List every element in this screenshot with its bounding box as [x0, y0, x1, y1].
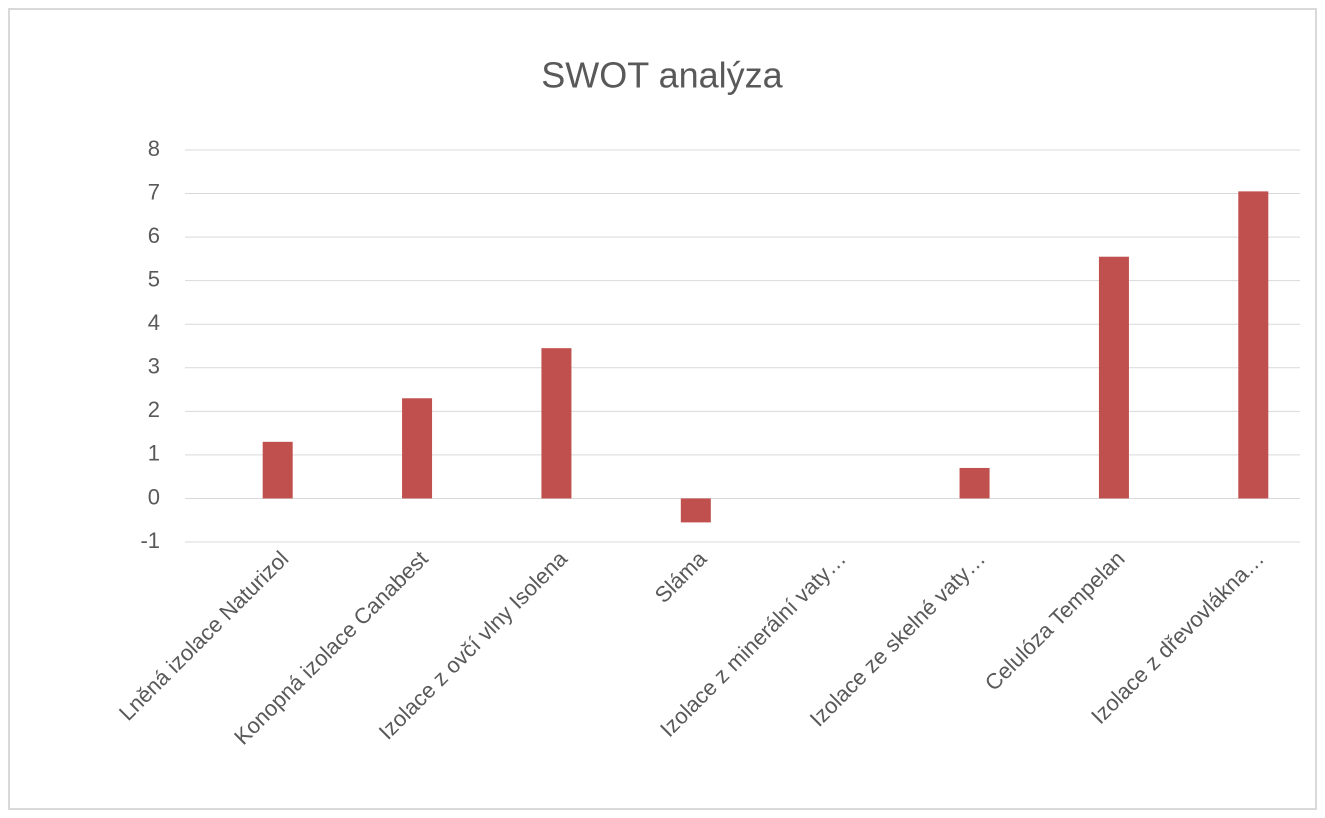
y-tick-label: 6: [148, 223, 160, 248]
y-tick-label: 3: [148, 354, 160, 379]
bar: [959, 467, 990, 499]
y-tick-label: 1: [148, 441, 160, 466]
y-tick-label: 2: [148, 397, 160, 422]
bar: [541, 348, 572, 499]
bar: [680, 498, 711, 523]
bar: [1238, 191, 1269, 499]
bar: [262, 441, 293, 499]
y-tick-label: 8: [148, 136, 160, 161]
y-tick-label: -1: [140, 528, 160, 553]
y-tick-label: 7: [148, 179, 160, 204]
bar: [402, 398, 433, 499]
y-tick-label: 4: [148, 310, 160, 335]
chart-title: SWOT analýza: [541, 55, 783, 96]
y-tick-label: 0: [148, 484, 160, 509]
bar: [1098, 256, 1129, 499]
y-tick-label: 5: [148, 266, 160, 291]
chart-frame: [8, 8, 1317, 810]
